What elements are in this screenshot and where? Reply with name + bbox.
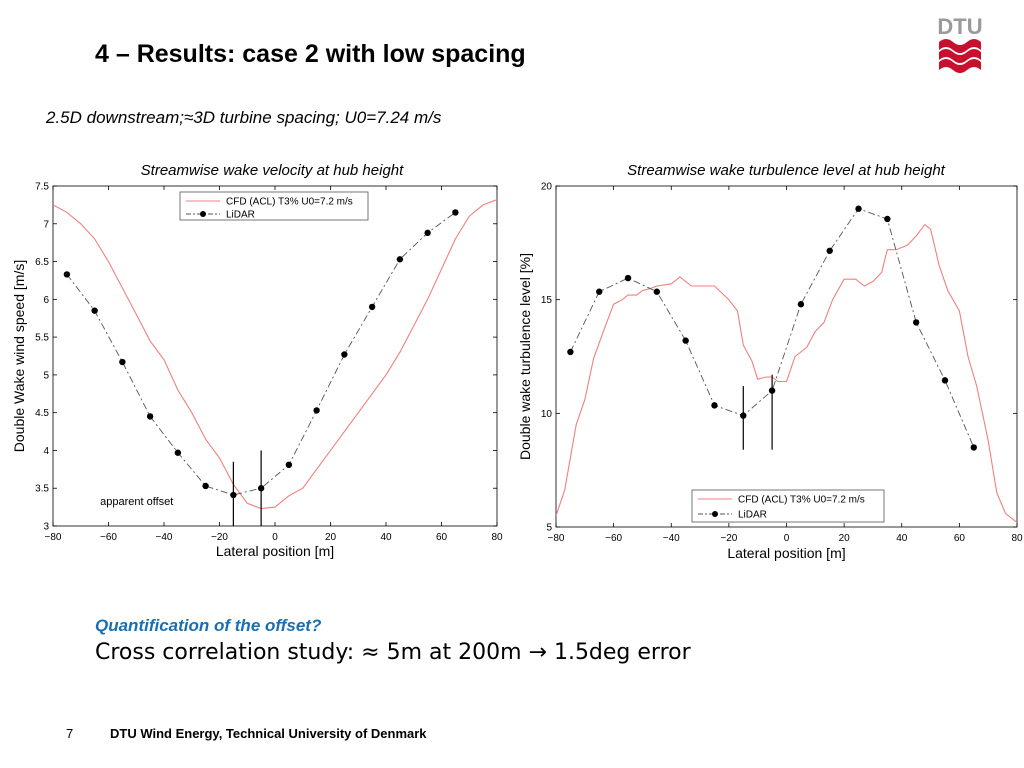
x-tick-label: 0 [272,532,278,543]
y-tick-label: 15 [541,295,553,306]
legend-marker [712,511,718,517]
y-axis-label: Double Wake wind speed [m/s] [11,260,27,452]
slide-title: 4 – Results: case 2 with low spacing [95,40,526,68]
lidar-data-point [285,461,293,468]
x-tick-label: −40 [156,532,173,543]
legend-marker [200,211,206,217]
lidar-data-point [174,449,182,456]
x-tick-label: −20 [720,533,737,544]
dtu-logo-text: DTU [937,14,982,39]
plot-frame [52,185,498,527]
cross-correlation-statement: Cross correlation study: ≈ 5m at 200m → … [95,640,691,665]
lidar-data-point [63,271,71,278]
lidar-data-point [596,288,603,295]
y-axis-label: Double wake turbulence level [%] [517,253,533,460]
x-tick-label: 80 [491,532,503,543]
x-tick-label: 20 [325,532,337,543]
x-tick-label: 60 [954,533,966,544]
dtu-logo-wave [939,39,981,53]
x-tick-label: −80 [548,533,565,544]
right-chart-title: Streamwise wake turbulence level at hub … [627,162,945,179]
y-tick-label: 20 [541,182,553,193]
x-tick-label: 40 [380,532,392,543]
x-tick-label: −20 [211,532,228,543]
x-axis-label: Lateral position [m] [216,543,334,559]
lidar-data-point [797,301,805,308]
wake-velocity-plot: −80 −60 −40 −20 0 20 40 60 80 3 3.5 4 4.5 5 5.5 6 6.5 7 7.… [11,182,503,560]
y-tick-label: 3 [43,522,49,533]
apparent-offset-annotation: apparent offset [100,496,173,508]
lidar-data-point [826,247,833,254]
lidar-data-point [682,337,689,344]
y-tick-label: 7.5 [35,182,49,193]
y-tick-label: 3.5 [35,484,49,495]
x-tick-label: −40 [663,533,680,544]
lidar-data-point [424,229,431,237]
legend-box [179,191,369,221]
lidar-data-point [653,288,661,295]
legend-entry: LiDAR [226,210,255,221]
y-tick-label: 6.5 [35,257,49,268]
dtu-logo-mark [939,39,981,73]
x-axis-label: Lateral position [m] [727,545,845,561]
lidar-data-point [368,303,376,311]
offset-question: Quantification of the offset? [95,616,322,635]
lidar-data-point [855,205,862,212]
lidar-data-point [884,215,891,223]
wake-velocity-chart: −80 −60 −40 −20 0 20 40 60 80 3 3.5 4 4.5 5 5.5 6 6.5 7 7.… [11,182,503,560]
lidar-data-point [970,444,977,451]
lidar-data-point [313,407,320,414]
x-tick-label: −60 [605,533,622,544]
plot-frame [555,185,1018,528]
y-tick-label: 7 [43,219,49,230]
dtu-logo: DTU [937,14,983,73]
legend-box [691,489,885,523]
legend-entry: LiDAR [738,510,767,521]
x-tick-label: 60 [436,532,448,543]
x-tick-label: −60 [100,532,117,543]
y-tick-label: 5 [43,370,49,381]
page-number: 7 [66,726,74,741]
cfd-series-line [53,199,497,510]
x-tick-label: 20 [839,533,851,544]
lidar-data-point [912,319,920,326]
footer-institution: DTU Wind Energy, Technical University of… [110,726,427,741]
slide-subtitle: 2.5D downstream;≈3D turbine spacing; U0=… [46,108,442,127]
lidar-data-point [91,307,98,314]
y-tick-label: 4.5 [35,408,49,419]
lidar-data-point [202,482,209,490]
lidar-data-point [711,402,718,409]
lidar-data-point [567,348,574,356]
x-tick-label: 80 [1011,533,1023,544]
dtu-logo-wave [939,59,981,73]
lidar-data-point [941,377,949,384]
dtu-logo-wave [939,49,981,63]
lidar-data-point [624,274,632,282]
lidar-data-point [146,413,154,420]
lidar-data-point [119,358,126,366]
cfd-series-line [556,223,1017,523]
y-tick-label: 4 [43,446,49,457]
lidar-data-point [452,209,459,216]
lidar-data-point [396,256,404,263]
y-tick-label: 10 [541,409,553,420]
x-tick-label: 40 [896,533,908,544]
legend-entry: CFD (ACL) T3% U0=7.2 m/s [226,197,353,208]
x-tick-label: 0 [784,533,790,544]
lidar-data-point [341,351,348,358]
y-tick-label: 5.5 [35,333,49,344]
left-chart-title: Streamwise wake velocity at hub height [140,162,404,179]
y-tick-label: 6 [43,295,49,306]
legend-entry: CFD (ACL) T3% U0=7.2 m/s [738,495,865,506]
x-tick-label: −80 [45,532,62,543]
y-tick-label: 5 [546,523,552,534]
